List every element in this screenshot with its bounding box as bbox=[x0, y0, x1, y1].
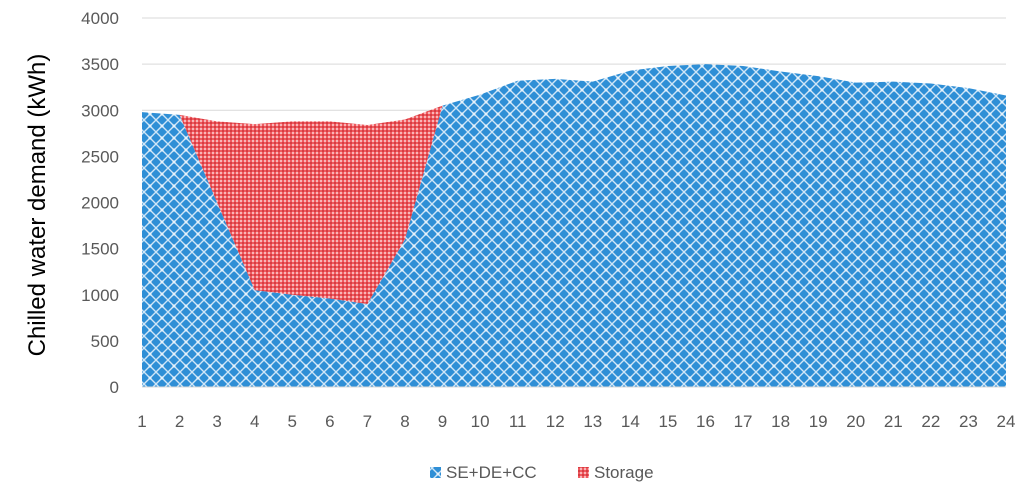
y-tick-label: 500 bbox=[91, 332, 119, 351]
x-tick-label: 2 bbox=[175, 412, 184, 431]
y-tick-label: 1000 bbox=[81, 286, 119, 305]
legend: SE+DE+CC Storage bbox=[430, 463, 654, 482]
x-tick-label: 15 bbox=[658, 412, 677, 431]
legend-swatch bbox=[578, 467, 589, 478]
x-tick-label: 21 bbox=[884, 412, 903, 431]
x-tick-label: 10 bbox=[471, 412, 490, 431]
x-tick-label: 12 bbox=[546, 412, 565, 431]
y-tick-label: 3000 bbox=[81, 101, 119, 120]
series-area-se-de-cc bbox=[142, 64, 1006, 387]
y-axis-tick-labels: 0 500 1000 1500 2000 2500 3000 3500 4000 bbox=[81, 9, 119, 397]
x-tick-label: 18 bbox=[771, 412, 790, 431]
x-tick-label: 14 bbox=[621, 412, 640, 431]
x-tick-label: 24 bbox=[997, 412, 1016, 431]
x-tick-label: 5 bbox=[288, 412, 297, 431]
x-tick-label: 7 bbox=[363, 412, 372, 431]
x-tick-label: 8 bbox=[400, 412, 409, 431]
x-tick-label: 23 bbox=[959, 412, 978, 431]
x-tick-label: 6 bbox=[325, 412, 334, 431]
x-tick-label: 1 bbox=[137, 412, 146, 431]
x-tick-label: 17 bbox=[734, 412, 753, 431]
x-axis-tick-labels: 1 2 3 4 5 6 7 8 9 10 11 12 13 14 15 16 17 18 19 20 21 22 23 24 bbox=[137, 412, 1015, 431]
y-tick-label: 2000 bbox=[81, 194, 119, 213]
x-tick-label: 16 bbox=[696, 412, 715, 431]
x-tick-label: 3 bbox=[212, 412, 221, 431]
x-tick-label: 19 bbox=[809, 412, 828, 431]
x-tick-label: 9 bbox=[438, 412, 447, 431]
x-tick-label: 13 bbox=[583, 412, 602, 431]
legend-swatch bbox=[430, 467, 441, 478]
plot-area bbox=[142, 64, 1006, 387]
y-tick-label: 2500 bbox=[81, 147, 119, 166]
y-tick-label: 0 bbox=[110, 378, 119, 397]
x-tick-label: 4 bbox=[250, 412, 259, 431]
y-tick-label: 3500 bbox=[81, 55, 119, 74]
y-axis-title: Chilled water demand (kWh) bbox=[24, 54, 51, 357]
x-tick-label: 22 bbox=[921, 412, 940, 431]
x-tick-label: 20 bbox=[846, 412, 865, 431]
x-tick-label: 11 bbox=[509, 412, 527, 431]
series-area-storage bbox=[179, 105, 443, 304]
legend-label: Storage bbox=[594, 463, 654, 482]
y-tick-label: 4000 bbox=[81, 9, 119, 28]
y-tick-label: 1500 bbox=[81, 240, 119, 259]
legend-label: SE+DE+CC bbox=[446, 463, 537, 482]
